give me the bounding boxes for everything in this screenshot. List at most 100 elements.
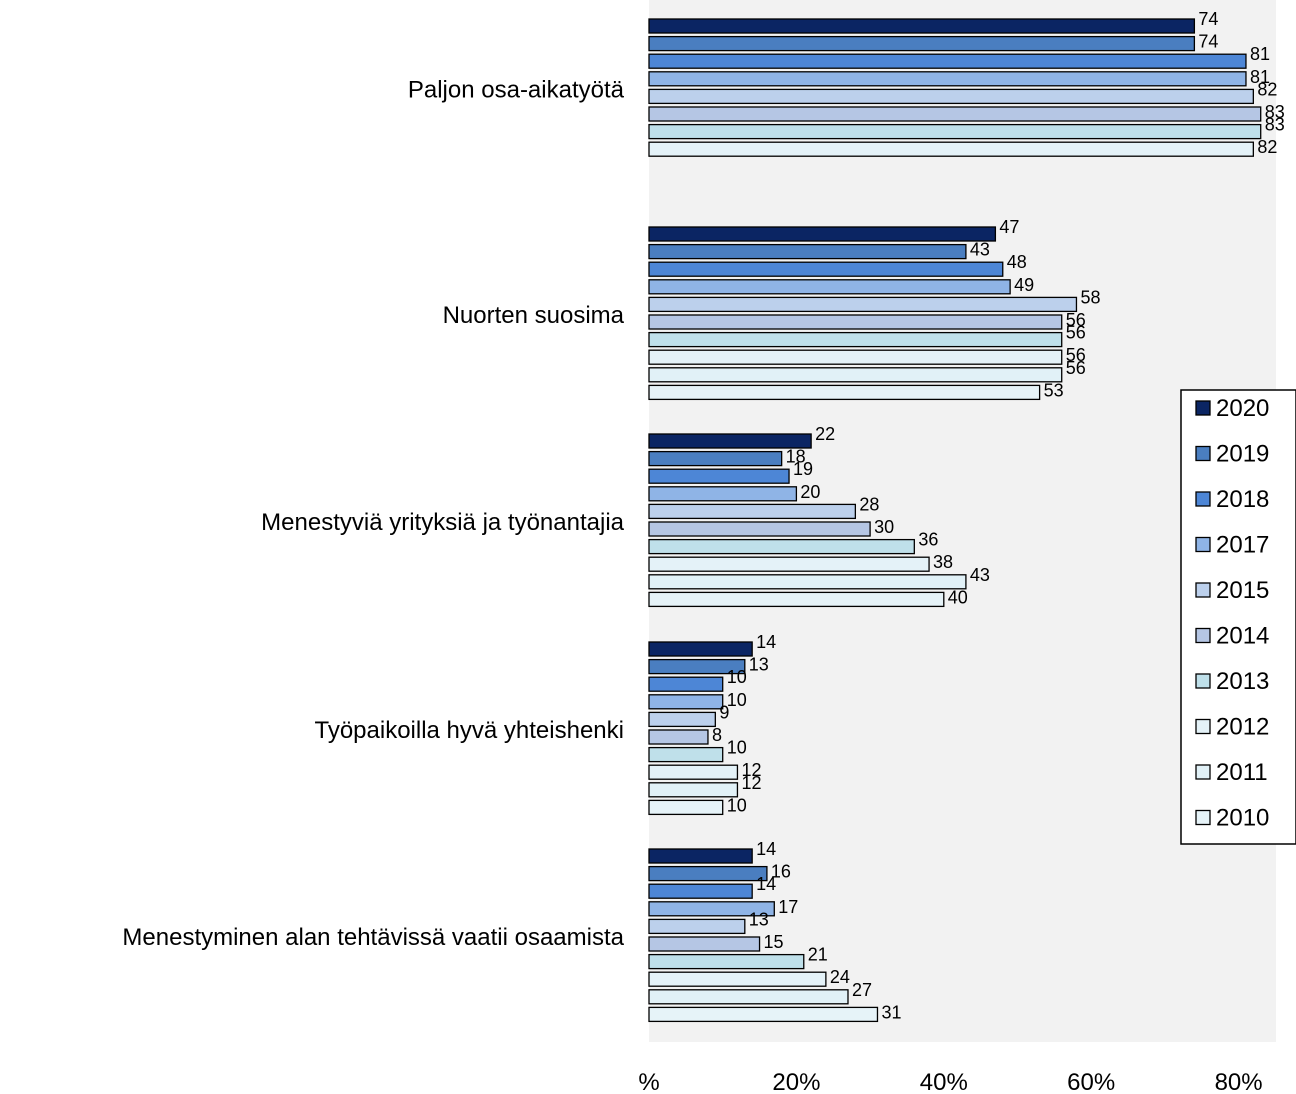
bar-2017 bbox=[648, 279, 1011, 295]
bar-2018 bbox=[648, 53, 1247, 69]
value-label: 14 bbox=[756, 839, 776, 859]
legend-label: 2018 bbox=[1216, 486, 1269, 513]
bar-2013 bbox=[648, 123, 1262, 140]
value-label: 10 bbox=[727, 690, 747, 710]
legend-label: 2014 bbox=[1216, 623, 1269, 650]
value-label: 16 bbox=[771, 862, 791, 882]
x-tick-label: 60% bbox=[1067, 1069, 1115, 1094]
x-tick-label: 40% bbox=[920, 1069, 968, 1094]
bar-2010 bbox=[648, 1006, 879, 1023]
category-label: Paljon osa-aikatyötä bbox=[408, 76, 625, 103]
bar-2017 bbox=[648, 694, 724, 710]
bar-2014 bbox=[648, 314, 1063, 330]
bar-2018 bbox=[648, 676, 724, 692]
legend: 2020 2019 2018 2017 2015 2014 2013 2012 2011 2010 bbox=[1180, 389, 1296, 845]
bar-2013 bbox=[648, 331, 1063, 348]
category-label: Menestyviä yrityksiä ja työnantajia bbox=[261, 509, 624, 536]
bar-2011 bbox=[648, 989, 849, 1005]
bar-2015 bbox=[648, 296, 1078, 313]
bar-2015 bbox=[648, 503, 857, 520]
legend-label: 2020 bbox=[1216, 395, 1269, 422]
bar-2012 bbox=[648, 349, 1063, 365]
legend-label: 2012 bbox=[1216, 714, 1269, 741]
bar-2017 bbox=[648, 901, 775, 917]
bar-2014 bbox=[648, 521, 871, 537]
legend-swatch bbox=[1195, 400, 1211, 416]
legend-swatch bbox=[1195, 673, 1211, 689]
value-label: 31 bbox=[881, 1002, 901, 1022]
value-label: 18 bbox=[786, 447, 806, 467]
bar-2015 bbox=[648, 918, 746, 935]
value-label: 38 bbox=[933, 552, 953, 572]
bar-2015 bbox=[648, 88, 1254, 105]
bar-2019 bbox=[648, 658, 746, 675]
legend-label: 2015 bbox=[1216, 577, 1269, 604]
value-label: 12 bbox=[741, 760, 761, 780]
value-label: 56 bbox=[1066, 358, 1086, 378]
value-label: 15 bbox=[764, 932, 784, 952]
value-label: 14 bbox=[756, 632, 776, 652]
bar-2015 bbox=[648, 711, 716, 728]
value-label: 82 bbox=[1257, 79, 1277, 99]
bar-2019 bbox=[648, 243, 967, 260]
x-tick-label: 20% bbox=[772, 1069, 820, 1094]
bar-2012 bbox=[648, 971, 827, 987]
bar-2013 bbox=[648, 746, 724, 763]
x-tick-label: % bbox=[638, 1069, 659, 1094]
value-label: 74 bbox=[1198, 32, 1218, 52]
bar-2019 bbox=[648, 35, 1196, 52]
legend-swatch bbox=[1195, 809, 1211, 826]
bar-2019 bbox=[648, 450, 783, 467]
value-label: 43 bbox=[970, 565, 990, 585]
legend-label: 2010 bbox=[1216, 805, 1269, 832]
bar-2011 bbox=[648, 574, 967, 590]
value-label: 22 bbox=[815, 424, 835, 444]
bar-2010 bbox=[648, 591, 945, 608]
bar-2017 bbox=[648, 71, 1247, 87]
value-label: 56 bbox=[1066, 345, 1086, 365]
value-label: 36 bbox=[918, 530, 938, 550]
bar-2013 bbox=[648, 538, 915, 555]
bar-2017 bbox=[648, 486, 798, 502]
value-label: 9 bbox=[719, 702, 729, 722]
value-label: 82 bbox=[1257, 137, 1277, 157]
x-axis-ticks: % 20% 40% 60% 80% bbox=[638, 1069, 1262, 1094]
value-label: 81 bbox=[1250, 67, 1270, 87]
value-label: 28 bbox=[859, 494, 879, 514]
value-label: 13 bbox=[749, 655, 769, 675]
value-label: 8 bbox=[712, 725, 722, 745]
bar-2020 bbox=[648, 641, 753, 657]
legend-label: 2011 bbox=[1216, 759, 1268, 786]
bar-2019 bbox=[648, 865, 768, 882]
value-label: 53 bbox=[1044, 380, 1064, 400]
legend-swatch bbox=[1195, 764, 1211, 780]
value-label: 40 bbox=[948, 587, 968, 607]
bar-2013 bbox=[648, 953, 805, 970]
bar-2012 bbox=[648, 141, 1254, 157]
bar-2018 bbox=[648, 468, 790, 484]
x-tick-label: 80% bbox=[1215, 1069, 1263, 1094]
legend-label: 2017 bbox=[1216, 532, 1269, 559]
legend-swatch bbox=[1195, 627, 1211, 644]
legend-swatch bbox=[1195, 718, 1211, 735]
value-label: 56 bbox=[1066, 323, 1086, 343]
bar-2014 bbox=[648, 106, 1262, 122]
value-label: 19 bbox=[793, 459, 813, 479]
bar-2011 bbox=[648, 367, 1063, 383]
bar-2018 bbox=[648, 883, 753, 899]
value-label: 74 bbox=[1198, 9, 1218, 29]
category-labels-group: Paljon osa-aikatyötä Nuorten suosima Menes… bbox=[122, 76, 624, 951]
value-label: 21 bbox=[808, 945, 828, 965]
value-labels-group: 7474818182838382474348495856565656532218… bbox=[712, 9, 1285, 1022]
bar-2014 bbox=[648, 936, 761, 952]
bar-2011 bbox=[648, 782, 739, 798]
legend-swatch bbox=[1195, 582, 1211, 598]
value-label: 81 bbox=[1250, 44, 1270, 64]
value-label: 20 bbox=[800, 482, 820, 502]
value-label: 56 bbox=[1066, 310, 1086, 330]
bar-2014 bbox=[648, 729, 709, 745]
bar-2020 bbox=[648, 18, 1196, 34]
legend-swatch bbox=[1195, 536, 1211, 553]
legend-swatch bbox=[1195, 491, 1211, 507]
